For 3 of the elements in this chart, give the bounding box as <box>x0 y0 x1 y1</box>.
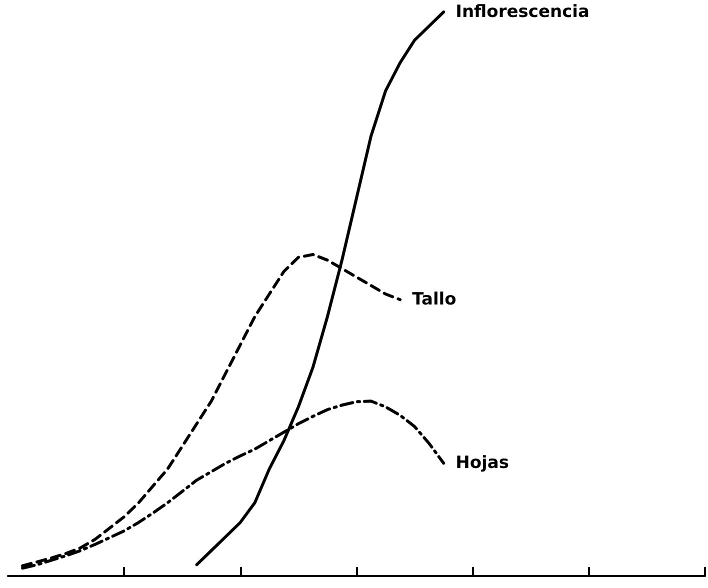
series-label: Inflorescencia <box>456 2 590 22</box>
series-label: Hojas <box>456 453 509 474</box>
series-label: Tallo <box>412 290 456 310</box>
